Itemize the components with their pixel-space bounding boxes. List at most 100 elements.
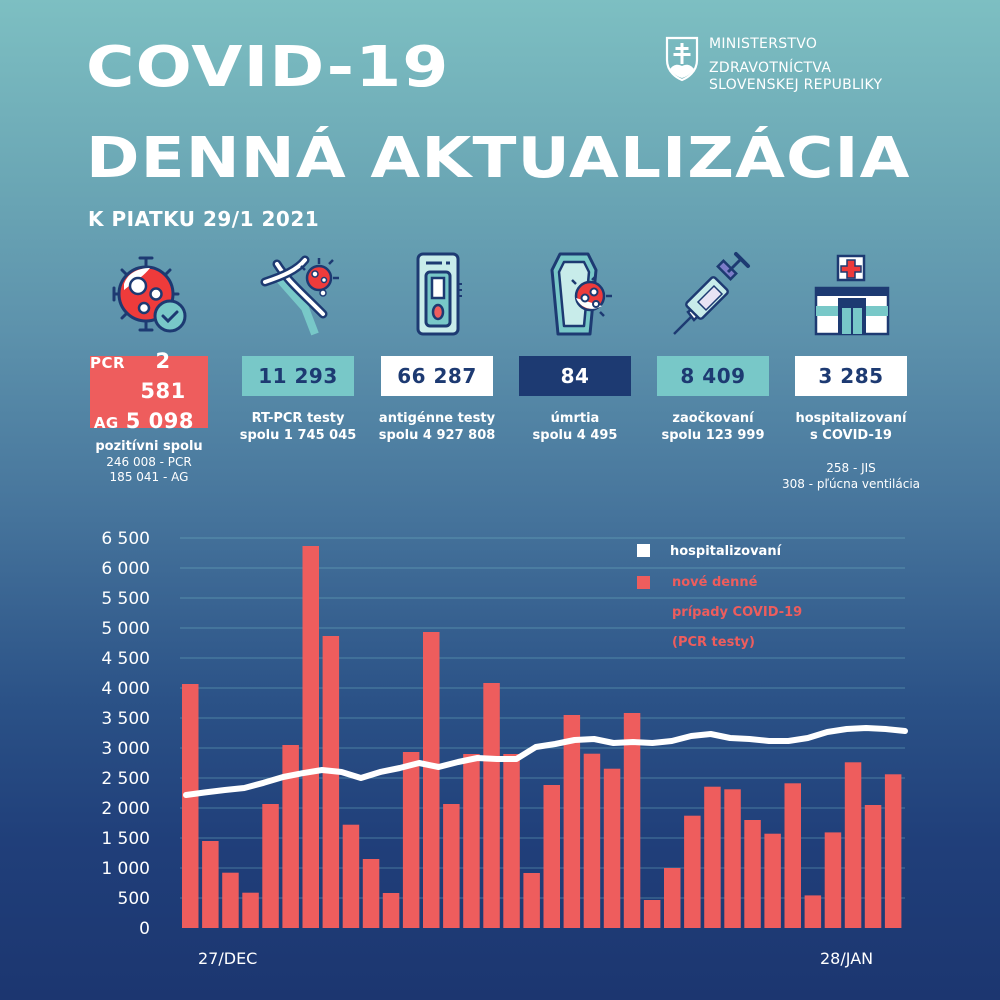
legend-label-cases-2: prípady COVID-19 <box>672 605 802 620</box>
stat-antigen: 66 287 antigénne testy spolu 4 927 808 <box>379 250 495 443</box>
rtpcr-label: RT-PCR testy spolu 1 745 045 <box>222 410 374 444</box>
bar-new-cases <box>362 859 380 928</box>
y-tick-label: 1 000 <box>101 859 150 879</box>
y-axis-ticks: 0 500 1 000 1 500 2 000 2 500 3 000 3 500 4 000 4… <box>101 529 150 939</box>
gridlines <box>180 537 905 899</box>
hospitalized-label: hospitalizovaní s COVID-19 <box>775 410 927 444</box>
bar-new-cases <box>603 768 621 928</box>
y-tick-label: 3 000 <box>101 739 150 759</box>
bar-new-cases <box>342 824 360 928</box>
deaths-label-title: úmrtia <box>550 411 600 426</box>
positive-box: PCR 2 581 AG 5 098 <box>90 349 208 433</box>
stat-rtpcr: 11 293 RT-PCR testy spolu 1 745 045 <box>240 250 356 443</box>
stat-deaths: 84 úmrtia spolu 4 495 <box>519 250 631 443</box>
vaccinated-label: zaočkovaní spolu 123 999 <box>637 410 789 444</box>
bar-new-cases <box>242 892 259 928</box>
legend-swatch-cases <box>637 576 650 589</box>
bar-new-cases <box>684 815 701 928</box>
pcr-value: 2 581 <box>140 349 186 403</box>
title-line2: DENNÁ AKTUALIZÁCIA <box>86 126 911 191</box>
positive-pcr-total: 246 008 - PCR <box>106 455 192 469</box>
line-hospitalized <box>183 725 908 798</box>
x-label-first: 27/DEC <box>198 949 257 968</box>
y-tick-label: 5 000 <box>101 619 150 639</box>
bar-new-cases <box>262 804 279 928</box>
positive-label: pozitívni spolu 246 008 - PCR 185 041 - … <box>73 438 225 485</box>
y-tick-label: 6 500 <box>101 529 150 549</box>
stat-positive: PCR 2 581 AG 5 098 pozitívni spolu 246 008… <box>90 250 208 484</box>
bar-new-cases <box>302 546 319 928</box>
antigen-test-icon <box>416 252 462 336</box>
hospitalized-icu: 258 - JIS <box>826 461 876 475</box>
bar-new-cases <box>483 683 500 928</box>
bar-new-cases <box>282 745 299 928</box>
bars-new-cases <box>182 546 902 928</box>
y-tick-label: 1 500 <box>101 829 150 849</box>
bar-new-cases <box>563 715 581 928</box>
antigen-label: antigénne testy spolu 4 927 808 <box>361 410 513 444</box>
bar-new-cases <box>322 636 340 928</box>
stat-hospitalized: 3 285 hospitalizovaní s COVID-19 258 - J… <box>782 250 920 491</box>
bar-new-cases <box>844 762 862 928</box>
bar-new-cases <box>884 774 902 928</box>
bar-new-cases <box>764 833 781 928</box>
x-label-last: 28/JAN <box>820 949 873 968</box>
y-tick-label: 0 <box>139 919 150 939</box>
dna-virus-icon <box>260 255 339 336</box>
bar-new-cases <box>704 786 721 928</box>
rtpcr-value: 11 293 <box>242 356 354 396</box>
antigen-label-title: antigénne testy <box>378 411 496 426</box>
syringe-icon <box>673 252 750 335</box>
bar-new-cases <box>423 632 440 928</box>
legend-label-cases-3: (PCR testy) <box>672 635 755 650</box>
legend-swatch-hospitalized <box>637 544 650 557</box>
bar-new-cases <box>543 785 560 928</box>
bar-new-cases <box>784 783 801 928</box>
bar-new-cases <box>744 820 761 928</box>
bar-new-cases <box>402 752 420 928</box>
antigen-value: 66 287 <box>381 356 493 396</box>
y-tick-label: 2 500 <box>101 769 150 789</box>
ministry-line1: MINISTERSTVO <box>709 36 818 52</box>
y-tick-label: 5 500 <box>101 589 150 609</box>
bar-new-cases <box>182 684 199 928</box>
rtpcr-total: spolu 1 745 045 <box>239 428 357 443</box>
ministry-line2: ZDRAVOTNÍCTVA <box>709 60 832 76</box>
y-tick-label: 500 <box>118 889 150 909</box>
positive-ag-total: 185 041 - AG <box>109 470 189 484</box>
hospitalized-value: 3 285 <box>795 356 907 396</box>
vaccinated-value: 8 409 <box>657 356 769 396</box>
hospital-icon <box>814 254 890 336</box>
date-subtitle: K PIATKU 29/1 2021 <box>88 207 320 231</box>
bar-new-cases <box>583 753 601 928</box>
cases-hospitalized-chart: 0 500 1 000 1 500 2 000 2 500 3 000 3 500 4 000 4… <box>101 529 908 968</box>
hospitalized-label-title: hospitalizovaní <box>795 411 907 426</box>
deaths-value: 84 <box>519 356 631 396</box>
bar-new-cases <box>623 713 641 928</box>
ministry-line3: SLOVENSKEJ REPUBLIKY <box>709 77 883 93</box>
stat-vaccinated: 8 409 zaočkovaní spolu 123 999 <box>657 250 769 443</box>
bar-new-cases <box>824 832 842 928</box>
bar-new-cases <box>864 805 882 928</box>
y-tick-label: 6 000 <box>101 559 150 579</box>
bar-new-cases <box>643 900 661 928</box>
bar-new-cases <box>664 868 681 928</box>
bar-new-cases <box>202 841 219 928</box>
legend: hospitalizovaní nové denné prípady COVID… <box>637 544 802 650</box>
bar-new-cases <box>724 789 741 928</box>
y-tick-label: 4 500 <box>101 649 150 669</box>
bar-new-cases <box>382 893 400 928</box>
bar-new-cases <box>443 804 460 928</box>
y-tick-label: 3 500 <box>101 709 150 729</box>
ag-key: AG <box>93 414 119 432</box>
y-tick-label: 4 000 <box>101 679 150 699</box>
legend-label-cases-1: nové denné <box>672 575 758 590</box>
ag-value: 5 098 <box>125 409 194 433</box>
ministry-logo: MINISTERSTVO ZDRAVOTNÍCTVA SLOVENSKEJ RE… <box>665 36 882 94</box>
bar-new-cases <box>804 895 822 928</box>
bar-new-cases <box>503 754 520 928</box>
vaccinated-total: spolu 123 999 <box>661 428 765 443</box>
rtpcr-label-title: RT-PCR testy <box>251 411 345 426</box>
deaths-total: spolu 4 495 <box>532 428 618 443</box>
deaths-label: úmrtia spolu 4 495 <box>499 410 651 444</box>
